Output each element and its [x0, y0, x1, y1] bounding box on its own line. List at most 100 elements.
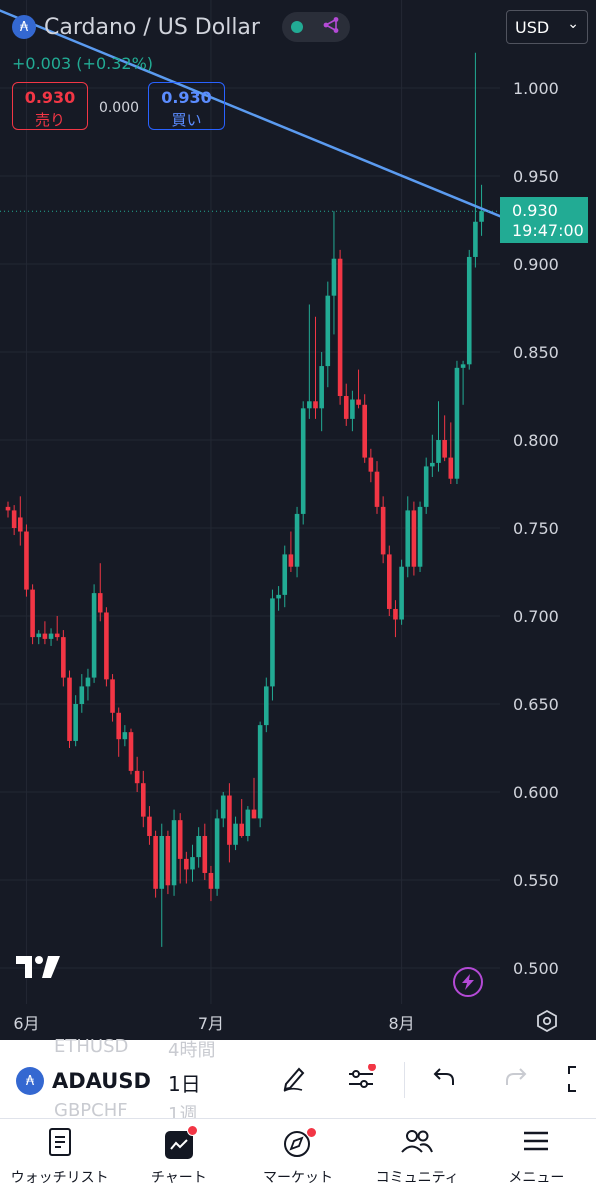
nav-menu[interactable]: メニュー [477, 1119, 596, 1201]
community-icon [400, 1127, 434, 1163]
cardano-coin-icon: ₳ [16, 1067, 44, 1095]
candle-body [18, 517, 23, 532]
candle-body [362, 404, 367, 458]
sliders-icon[interactable] [346, 1063, 378, 1098]
candle-body [307, 401, 312, 409]
x-tick-label: 7月 [198, 1014, 224, 1033]
nav-watchlist[interactable]: ウォッチリスト [0, 1119, 119, 1201]
candle-body [134, 770, 140, 784]
nav-community[interactable]: コミュニティ [358, 1119, 477, 1201]
candle-body [380, 506, 386, 555]
symbol-picker-next[interactable]: GBPCHF [54, 1100, 128, 1121]
y-tick-label: 0.800 [513, 431, 559, 450]
bar-countdown: 19:47:00 [512, 221, 584, 240]
candle-body [270, 598, 275, 687]
lightning-icon[interactable] [453, 967, 483, 997]
candle-body [331, 258, 337, 296]
candle-body [110, 679, 115, 713]
candle-body [202, 836, 208, 873]
candle-body [300, 408, 306, 514]
chart-settings-icon[interactable] [536, 1009, 558, 1037]
interval-picker[interactable]: 1日 [168, 1072, 201, 1096]
candle-body [171, 820, 177, 886]
candle-body [442, 440, 447, 458]
pencil-icon[interactable] [280, 1064, 308, 1098]
y-tick-label: 0.650 [513, 695, 559, 714]
candle-body [233, 823, 238, 845]
currency-select[interactable]: USD ⌄ [506, 10, 588, 44]
notification-dot [186, 1125, 198, 1136]
nav-market[interactable]: マーケット [238, 1119, 357, 1201]
trendline [0, 9, 532, 230]
sell-button[interactable]: 0.930 売り [12, 82, 88, 130]
candle-body [190, 857, 195, 870]
candle-body [479, 211, 484, 222]
candle-body [257, 725, 263, 819]
status-pill[interactable] [281, 12, 350, 42]
symbol-title[interactable]: Cardano / US Dollar [44, 14, 260, 40]
candle-body [116, 712, 121, 740]
candle-body [423, 466, 429, 507]
spread-value: 0.000 [98, 100, 140, 116]
chart-icon [164, 1125, 198, 1163]
candle-body [466, 256, 472, 365]
sell-label: 売り [34, 111, 65, 129]
y-tick-label: 0.900 [513, 255, 559, 274]
candle-body [61, 637, 66, 678]
buy-button[interactable]: 0.930 買い [148, 82, 225, 130]
share-icon[interactable] [322, 16, 340, 39]
candle-body [264, 686, 269, 726]
symbol-picker-prev[interactable]: ETHUSD [54, 1036, 129, 1057]
symbol-picker-value: ADAUSD [52, 1069, 151, 1093]
candle-body [350, 399, 355, 419]
watchlist-icon [47, 1127, 73, 1163]
candle-body [460, 364, 466, 368]
candle-body [282, 554, 288, 595]
nav-chart[interactable]: チャート [119, 1119, 238, 1201]
candle-body [54, 633, 60, 638]
redo-icon[interactable] [502, 1064, 528, 1096]
nav-label: チャート [150, 1170, 207, 1186]
candle-body [319, 366, 324, 409]
chart-header: ₳ Cardano / US Dollar [12, 12, 350, 42]
y-tick-label: 0.700 [513, 607, 559, 626]
candle-body [196, 836, 201, 858]
candle-body [276, 594, 281, 599]
undo-icon[interactable] [432, 1064, 458, 1096]
candle-body [85, 677, 91, 687]
candle-body [48, 633, 54, 639]
nav-label: マーケット [263, 1170, 333, 1186]
symbol-picker[interactable]: ₳ ADAUSD [16, 1067, 151, 1095]
bottom-navigation: ウォッチリスト チャート マーケット コミュニティ メニュー [0, 1118, 596, 1201]
candle-body [159, 836, 165, 889]
x-tick-label: 8月 [389, 1014, 415, 1033]
toolbar-current-row [0, 1060, 596, 1102]
candlestick-chart[interactable]: 1.000 0.950 0.900 0.850 0.800 0.750 0.700 0.650… [0, 0, 596, 1040]
fullscreen-icon[interactable] [566, 1064, 596, 1100]
candle-body [122, 732, 128, 740]
candle-body [184, 858, 189, 870]
y-tick-label: 1.000 [513, 79, 559, 98]
candle-body [343, 396, 349, 419]
menu-icon [522, 1127, 550, 1163]
candle-body [374, 471, 380, 507]
candle-body [73, 704, 78, 741]
candle-body [91, 593, 97, 678]
candle-body [147, 816, 152, 836]
y-tick-label: 0.600 [513, 783, 559, 802]
candle-body [79, 686, 85, 704]
candle-body [448, 457, 454, 479]
candle-body [42, 633, 48, 639]
interval-picker-prev[interactable]: 4時間 [168, 1040, 216, 1061]
candle-body [417, 506, 423, 567]
candle-body [245, 809, 251, 836]
price-change: +0.003 (+0.32%) [12, 54, 154, 73]
y-tick-label: 0.950 [513, 167, 559, 186]
buy-price: 0.930 [161, 88, 212, 107]
candle-body [239, 823, 244, 836]
candle-body [5, 506, 11, 511]
candle-body [356, 399, 361, 405]
chart-area[interactable]: 1.000 0.950 0.900 0.850 0.800 0.750 0.700 0.650… [0, 0, 596, 1040]
tradingview-logo[interactable] [16, 956, 60, 984]
nav-label: ウォッチリスト [10, 1170, 109, 1186]
